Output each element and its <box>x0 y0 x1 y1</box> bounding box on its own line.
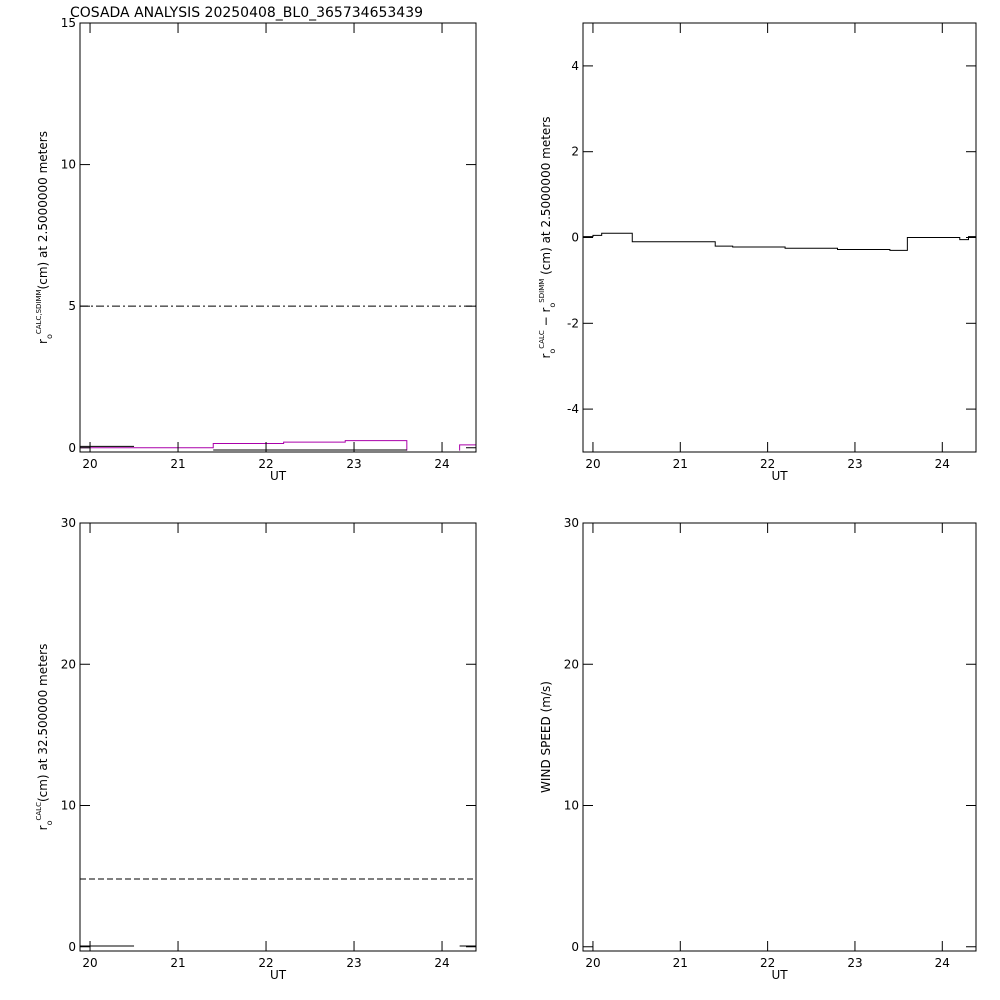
x-tick-label: 20 <box>585 457 600 471</box>
y-tick-label: 0 <box>571 231 579 245</box>
x-tick-label: 21 <box>673 956 688 970</box>
y-tick-label: 15 <box>61 16 76 30</box>
y-label-part: r <box>539 354 553 359</box>
plot-frame <box>79 522 477 952</box>
x-tick-label: 24 <box>935 956 950 970</box>
series-line <box>583 232 976 251</box>
panel: 20 21 22 23 24 0 10 20 30 UT WIND SPEED (m/s) <box>539 516 977 982</box>
y-tick-label: 20 <box>564 657 579 671</box>
x-tick-label: 23 <box>346 457 361 471</box>
y-tick-label: 4 <box>571 59 579 73</box>
y-label-part: (cm) at 32.500000 meters <box>36 644 50 802</box>
x-tick-label: 22 <box>760 457 775 471</box>
x-tick-label: 21 <box>170 956 185 970</box>
x-tick-label: 23 <box>847 956 862 970</box>
y-tick-label: -4 <box>567 402 579 416</box>
x-tick-label: 22 <box>760 956 775 970</box>
y-label-part: CALC,SDIMM <box>35 289 43 334</box>
y-label-part: (cm) at 2.5000000 meters <box>539 116 553 278</box>
x-tick-label: 20 <box>585 956 600 970</box>
y-tick-label: 20 <box>61 657 76 671</box>
y-axis-label: roCALC − roSDIMM (cm) at 2.5000000 meter… <box>538 116 557 358</box>
y-tick-label: 10 <box>61 158 76 172</box>
x-tick-label: 20 <box>82 956 97 970</box>
y-label-part: − r <box>539 308 553 331</box>
y-axis-label: roCALC,SDIMM(cm) at 2.5000000 meters <box>35 131 54 344</box>
y-label-part: SDIMM <box>538 279 546 303</box>
x-axis-label: UT <box>270 968 287 982</box>
series-line <box>459 444 476 451</box>
x-tick-label: 20 <box>82 457 97 471</box>
panel: 20 21 22 23 24 0 10 20 30 UT roCALC(cm) at 32.5000… <box>35 516 477 982</box>
y-axis-label: WIND SPEED (m/s) <box>539 681 553 793</box>
x-axis-label: UT <box>771 469 788 483</box>
y-label-part: o <box>45 334 54 339</box>
figure-title: COSADA ANALYSIS 20250408_BL0_36573465343… <box>70 5 423 21</box>
y-tick-label: 0 <box>571 940 579 954</box>
x-axis-label: UT <box>270 469 287 483</box>
plot-frame <box>79 22 477 453</box>
y-label-part: WIND SPEED (m/s) <box>539 681 553 793</box>
y-tick-label: 30 <box>564 516 579 530</box>
y-label-part: o <box>45 820 54 825</box>
y-label-part: o <box>548 349 557 354</box>
x-axis-label: UT <box>771 968 788 982</box>
y-tick-label: 5 <box>68 299 76 313</box>
x-tick-label: 24 <box>434 457 449 471</box>
x-tick-label: 22 <box>258 956 273 970</box>
x-tick-label: 21 <box>673 457 688 471</box>
y-label-part: o <box>548 303 557 308</box>
x-tick-label: 21 <box>170 457 185 471</box>
y-label-part: r <box>36 825 50 830</box>
y-tick-label: 30 <box>61 516 76 530</box>
y-label-part: r <box>36 339 50 344</box>
x-tick-label: 24 <box>935 457 950 471</box>
y-label-part: CALC <box>538 330 546 349</box>
y-tick-label: 10 <box>564 799 579 813</box>
y-label-part: (cm) at 2.5000000 meters <box>36 131 50 289</box>
x-tick-label: 24 <box>434 956 449 970</box>
series-line <box>80 440 408 451</box>
y-tick-label: 0 <box>68 940 76 954</box>
x-tick-label: 22 <box>258 457 273 471</box>
panel: 20 21 22 23 24 0 5 10 15 UT roCALC,SDIMM(cm) at 2.… <box>35 16 477 483</box>
y-tick-label: 0 <box>68 441 76 455</box>
y-label-part: CALC <box>35 802 43 821</box>
x-tick-label: 23 <box>847 457 862 471</box>
y-tick-label: -2 <box>567 316 579 330</box>
y-tick-label: 2 <box>571 145 579 159</box>
y-axis-label: roCALC(cm) at 32.500000 meters <box>35 644 54 831</box>
plot-frame <box>582 522 977 952</box>
y-tick-label: 10 <box>61 799 76 813</box>
x-tick-label: 23 <box>346 956 361 970</box>
